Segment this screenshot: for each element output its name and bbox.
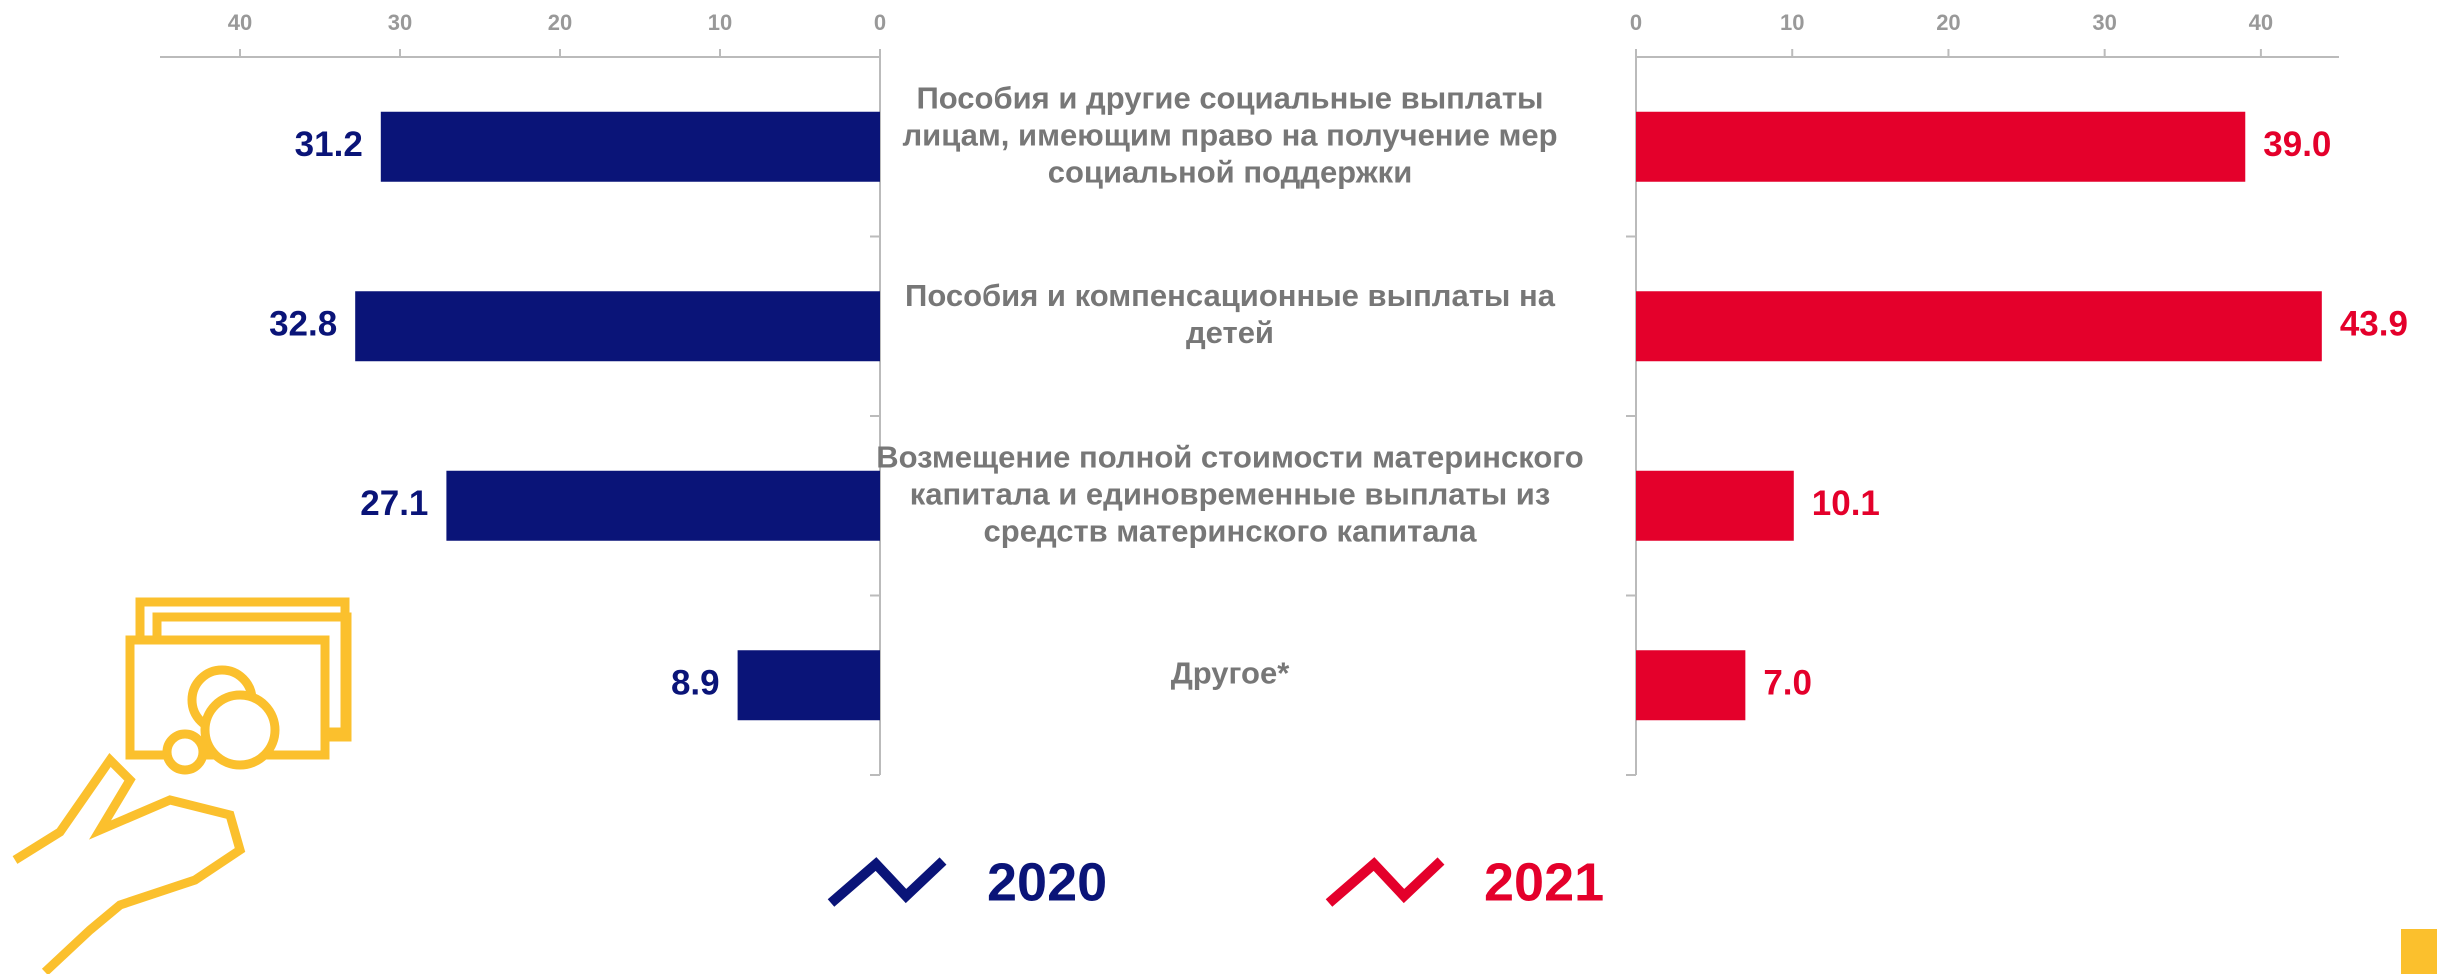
bar <box>446 470 880 541</box>
value-label: 10.1 <box>1812 484 1880 523</box>
category-label: Пособия и другие социальные выплаты лица… <box>902 80 1558 190</box>
bar <box>380 111 880 182</box>
bar <box>1636 291 2322 362</box>
category-label: Другое* <box>1170 655 1290 691</box>
x-tick-label: 10 <box>708 10 732 35</box>
decorative-icon <box>12 597 352 974</box>
x-tick-label: 40 <box>228 10 252 35</box>
bar <box>737 650 880 721</box>
decoration-square <box>2401 929 2437 974</box>
category-label: Пособия и компенсационные выплаты на дет… <box>905 278 1555 351</box>
value-label: 7.0 <box>1763 664 1812 703</box>
x-tick-label: 0 <box>874 10 886 35</box>
category-label: Возмещение полной стоимости материнского… <box>876 439 1584 549</box>
x-tick-label: 20 <box>1936 10 1960 35</box>
value-label: 43.9 <box>2340 305 2408 344</box>
value-label: 31.2 <box>295 125 363 164</box>
value-label: 32.8 <box>269 305 337 344</box>
value-label: 39.0 <box>2263 125 2331 164</box>
bar <box>355 291 880 362</box>
value-label: 27.1 <box>360 484 428 523</box>
bar <box>1636 470 1794 541</box>
bar <box>1636 650 1746 721</box>
x-tick-label: 0 <box>1630 10 1642 35</box>
x-tick-label: 20 <box>548 10 572 35</box>
value-label: 8.9 <box>671 664 720 703</box>
bar <box>1636 111 2246 182</box>
x-tick-label: 30 <box>2092 10 2116 35</box>
x-tick-label: 10 <box>1780 10 1804 35</box>
legend-icon <box>827 857 947 907</box>
x-tick-label: 30 <box>388 10 412 35</box>
legend-icon <box>1325 857 1445 907</box>
x-tick-label: 40 <box>2249 10 2273 35</box>
legend-label: 2020 <box>987 852 1107 912</box>
legend-label: 2021 <box>1484 852 1604 912</box>
